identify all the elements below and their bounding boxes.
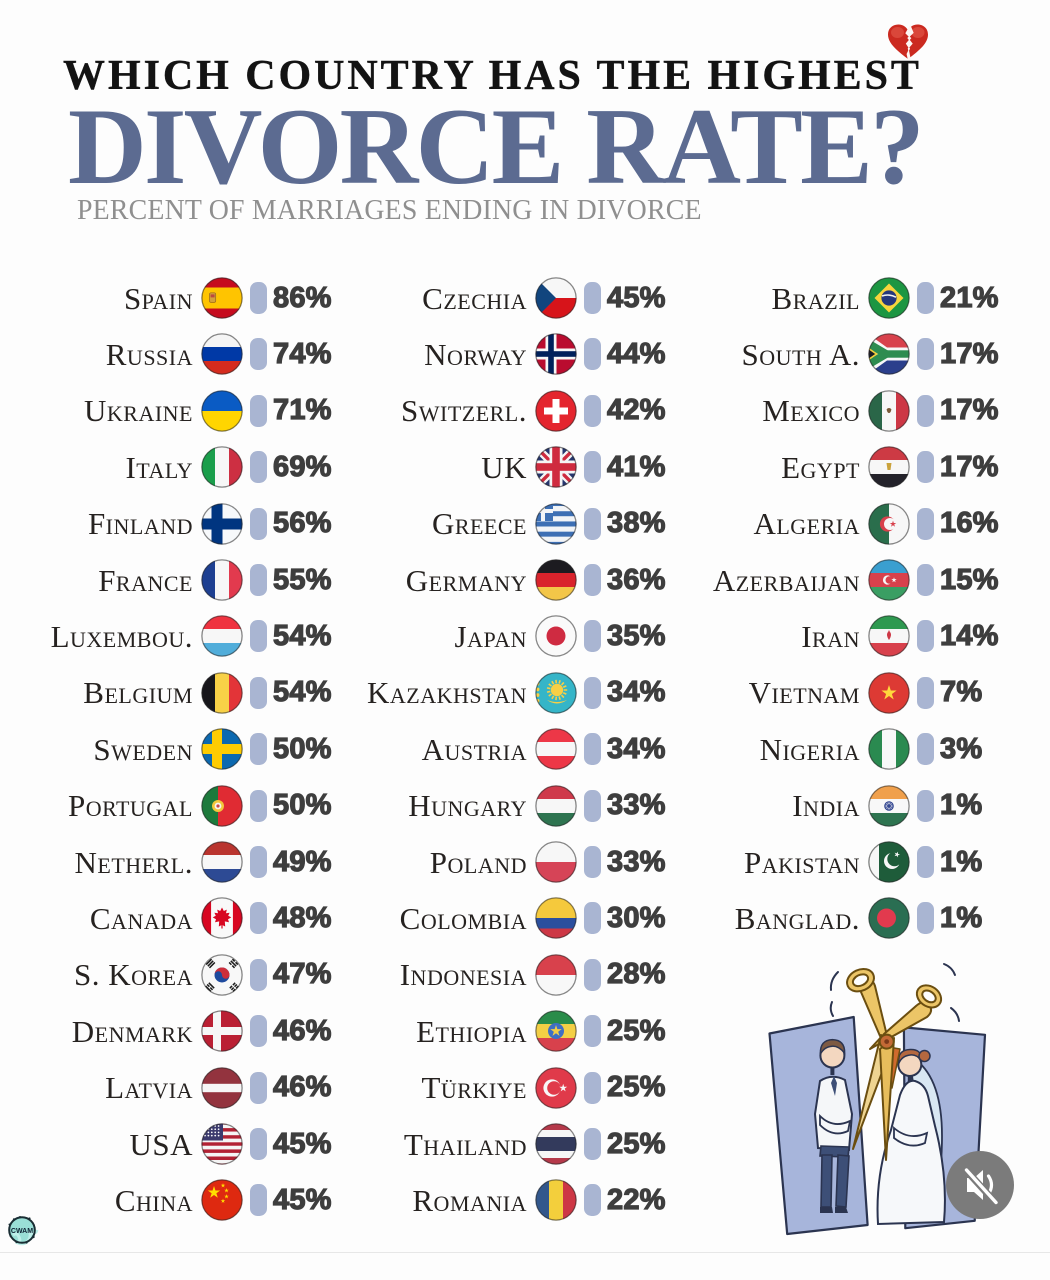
svg-text:CWAM: CWAM — [11, 1228, 33, 1235]
